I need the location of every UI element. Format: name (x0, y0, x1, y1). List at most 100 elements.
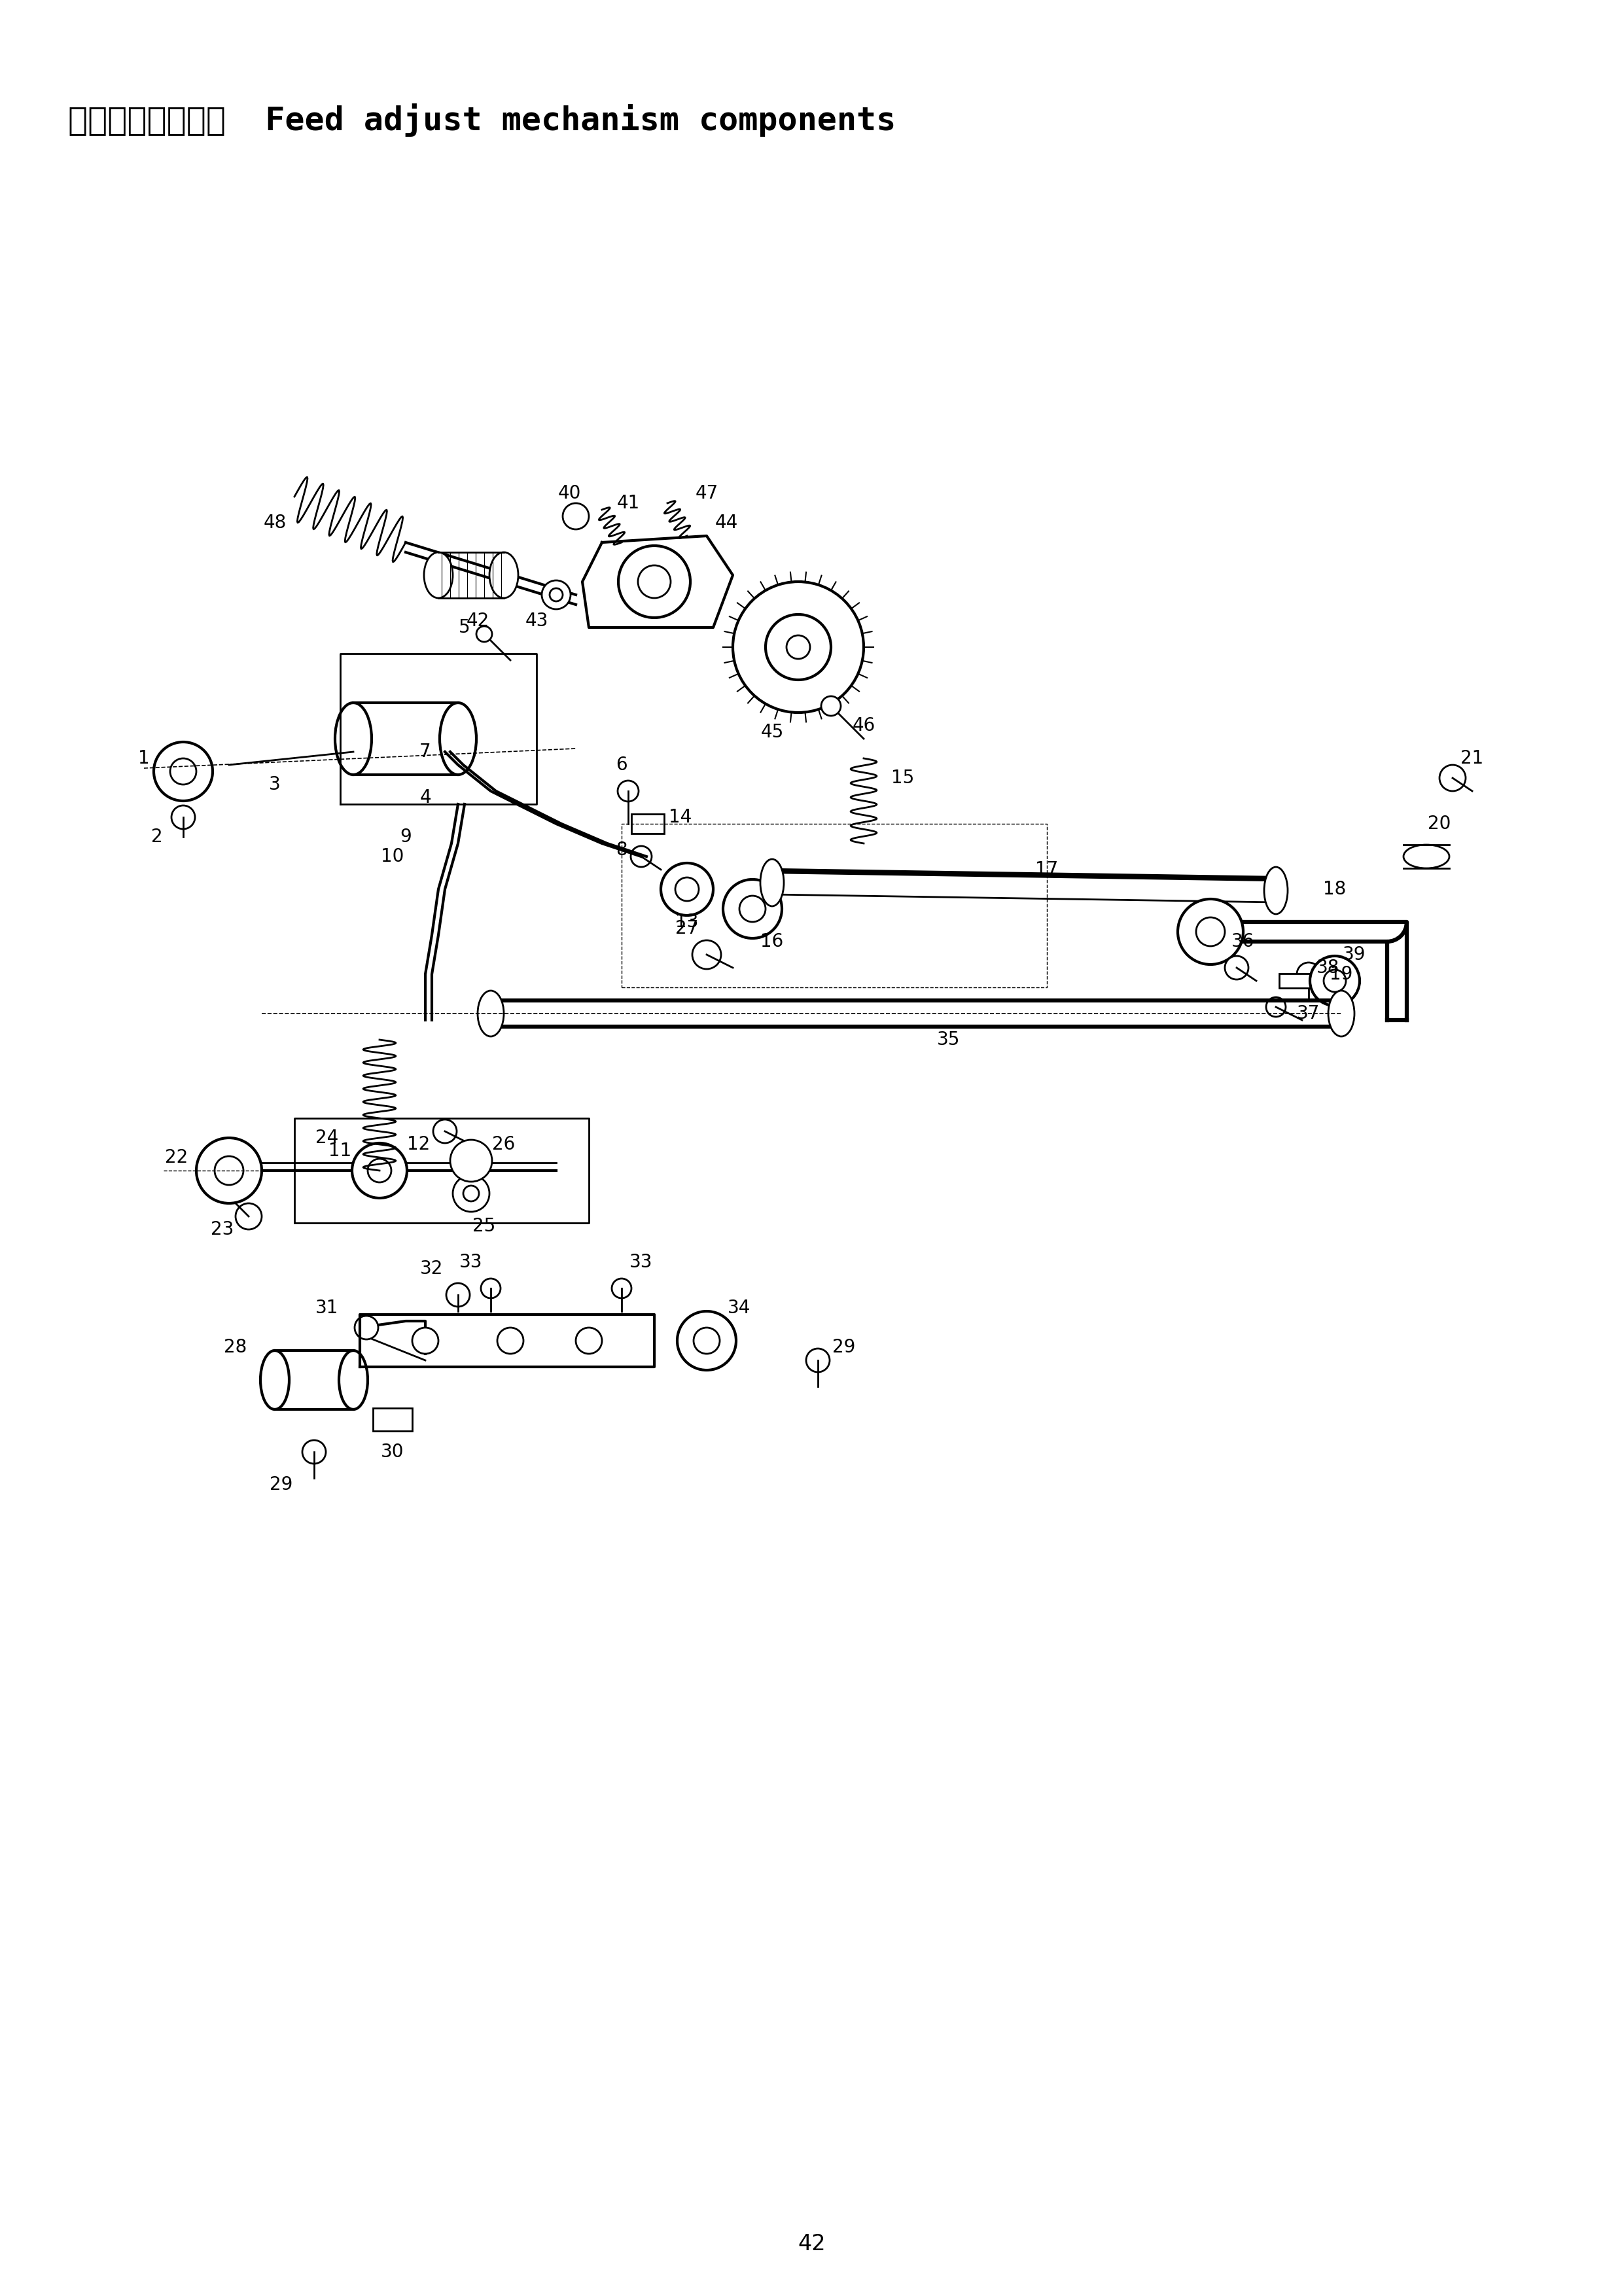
Circle shape (1324, 969, 1346, 992)
Circle shape (677, 1311, 736, 1371)
Circle shape (214, 1157, 244, 1185)
Circle shape (1439, 765, 1465, 792)
Circle shape (434, 1120, 456, 1143)
Text: 20: 20 (1427, 815, 1452, 833)
Circle shape (765, 615, 831, 680)
Circle shape (302, 1440, 326, 1465)
Text: 29: 29 (270, 1476, 292, 1495)
Text: 37: 37 (1298, 1003, 1320, 1022)
Text: 36: 36 (1231, 932, 1255, 951)
Text: 28: 28 (224, 1339, 247, 1357)
Ellipse shape (489, 553, 518, 597)
Circle shape (723, 879, 781, 939)
Circle shape (463, 1185, 479, 1201)
Text: 9: 9 (400, 829, 411, 845)
Circle shape (617, 781, 638, 801)
Text: 33: 33 (460, 1254, 482, 1272)
Circle shape (1298, 962, 1320, 985)
Text: 29: 29 (833, 1339, 856, 1357)
Ellipse shape (424, 553, 453, 597)
Text: 34: 34 (728, 1300, 750, 1318)
Circle shape (562, 503, 590, 530)
Ellipse shape (477, 990, 503, 1035)
Circle shape (630, 845, 651, 868)
Text: 五、送料调节组件  Feed adjust mechanism components: 五、送料调节组件 Feed adjust mechanism component… (68, 103, 896, 138)
Ellipse shape (339, 1350, 367, 1410)
Circle shape (453, 1176, 489, 1212)
Text: 7: 7 (419, 742, 430, 760)
Circle shape (354, 1316, 378, 1339)
Text: 46: 46 (853, 716, 875, 735)
Circle shape (497, 1327, 523, 1355)
Text: 24: 24 (315, 1130, 339, 1148)
Bar (1280, 974, 1312, 987)
Circle shape (822, 696, 841, 716)
Circle shape (612, 1279, 632, 1297)
Circle shape (235, 1203, 261, 1228)
Text: 21: 21 (1460, 748, 1484, 767)
Circle shape (367, 1159, 391, 1182)
Circle shape (732, 581, 864, 712)
Text: 42: 42 (466, 611, 489, 629)
Circle shape (197, 1139, 261, 1203)
Text: 12: 12 (408, 1134, 430, 1153)
Circle shape (549, 588, 562, 602)
Circle shape (412, 1327, 438, 1355)
Text: 38: 38 (1317, 957, 1340, 976)
Circle shape (171, 758, 197, 785)
Text: 39: 39 (1343, 946, 1366, 964)
Text: 47: 47 (695, 484, 718, 503)
Circle shape (1224, 955, 1249, 980)
Text: 1: 1 (138, 748, 149, 767)
Circle shape (1267, 996, 1286, 1017)
Text: 19: 19 (1330, 964, 1353, 983)
Bar (374, 1407, 412, 1430)
Text: 14: 14 (669, 808, 692, 827)
Text: 30: 30 (382, 1442, 404, 1460)
Text: 10: 10 (382, 847, 404, 866)
Circle shape (352, 1143, 408, 1199)
Circle shape (786, 636, 810, 659)
Text: 17: 17 (1036, 861, 1059, 879)
Ellipse shape (1263, 868, 1288, 914)
Text: 25: 25 (473, 1217, 495, 1235)
Text: 35: 35 (937, 1031, 960, 1049)
Text: 26: 26 (492, 1134, 515, 1153)
Circle shape (692, 941, 721, 969)
Text: 43: 43 (525, 611, 549, 629)
Text: 48: 48 (263, 514, 286, 533)
Circle shape (1197, 918, 1224, 946)
Text: 15: 15 (892, 769, 914, 788)
Text: 32: 32 (421, 1261, 443, 1279)
Circle shape (450, 1139, 492, 1182)
Text: 33: 33 (630, 1254, 653, 1272)
Text: 40: 40 (557, 484, 581, 503)
Text: 3: 3 (270, 776, 281, 794)
Circle shape (806, 1348, 830, 1373)
Ellipse shape (760, 859, 784, 907)
Circle shape (577, 1327, 603, 1355)
Text: 22: 22 (166, 1148, 188, 1166)
Text: 11: 11 (328, 1141, 352, 1159)
Circle shape (1311, 955, 1359, 1006)
Ellipse shape (1328, 990, 1354, 1035)
Ellipse shape (335, 703, 372, 774)
Text: 31: 31 (315, 1300, 339, 1318)
Text: 8: 8 (615, 840, 627, 859)
Circle shape (542, 581, 570, 608)
Circle shape (1177, 900, 1244, 964)
Circle shape (638, 565, 671, 597)
Text: 4: 4 (419, 788, 430, 806)
Circle shape (172, 806, 195, 829)
Ellipse shape (440, 703, 476, 774)
Text: 18: 18 (1324, 879, 1346, 898)
Circle shape (676, 877, 698, 900)
Text: 16: 16 (760, 932, 784, 951)
Circle shape (661, 863, 713, 916)
Text: 23: 23 (211, 1219, 234, 1238)
Bar (632, 815, 664, 833)
Text: 5: 5 (460, 618, 471, 636)
Text: 2: 2 (151, 829, 162, 845)
Circle shape (481, 1279, 500, 1297)
Ellipse shape (260, 1350, 289, 1410)
